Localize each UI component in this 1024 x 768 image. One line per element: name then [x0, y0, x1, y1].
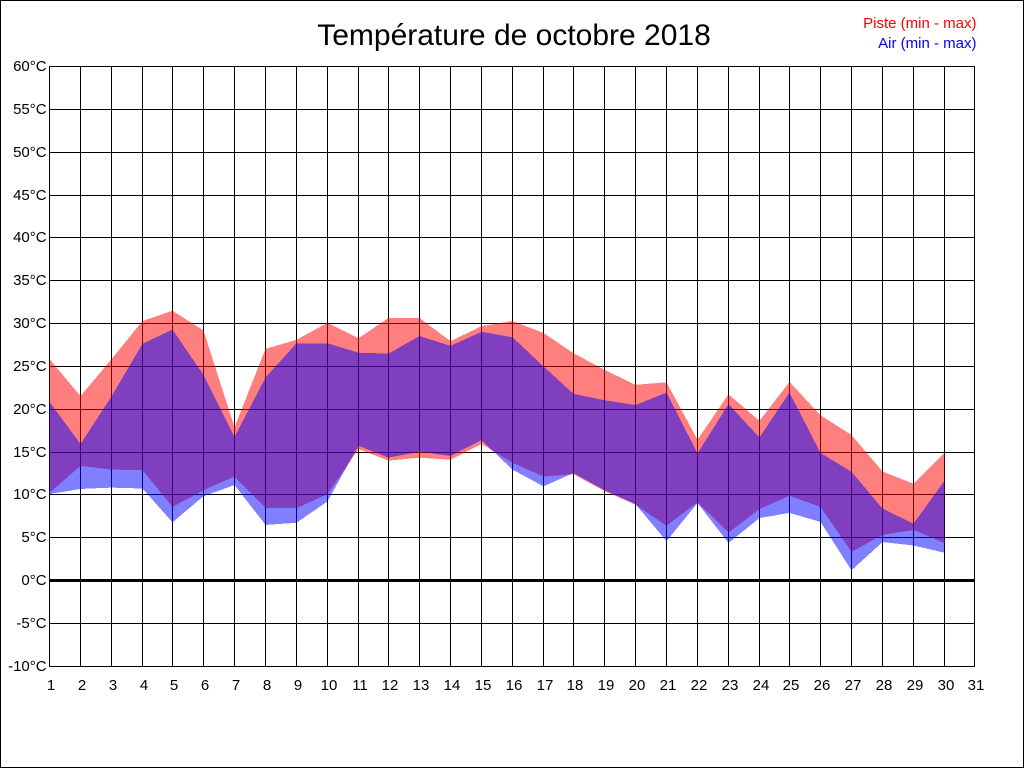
svg-text:13: 13	[413, 677, 430, 694]
svg-text:1: 1	[47, 677, 55, 694]
svg-text:12: 12	[382, 677, 399, 694]
svg-text:25: 25	[783, 677, 800, 694]
svg-text:15: 15	[475, 677, 492, 694]
svg-text:27: 27	[845, 677, 862, 694]
svg-text:7: 7	[232, 677, 240, 694]
svg-text:8: 8	[263, 677, 271, 694]
svg-text:0°C: 0°C	[21, 572, 46, 589]
svg-text:30°C: 30°C	[13, 315, 47, 332]
svg-text:6: 6	[201, 677, 209, 694]
svg-text:31: 31	[968, 677, 985, 694]
svg-text:17: 17	[537, 677, 554, 694]
svg-text:15°C: 15°C	[13, 444, 47, 461]
svg-text:16: 16	[506, 677, 523, 694]
svg-text:Air (min - max): Air (min - max)	[878, 35, 976, 52]
svg-text:29: 29	[907, 677, 924, 694]
svg-text:-5°C: -5°C	[16, 615, 46, 632]
svg-text:5°C: 5°C	[21, 529, 46, 546]
svg-text:60°C: 60°C	[13, 58, 47, 75]
svg-text:20°C: 20°C	[13, 401, 47, 418]
svg-text:2: 2	[78, 677, 86, 694]
svg-text:9: 9	[294, 677, 302, 694]
svg-text:10°C: 10°C	[13, 486, 47, 503]
svg-text:20: 20	[629, 677, 646, 694]
svg-text:11: 11	[352, 677, 368, 694]
svg-text:25°C: 25°C	[13, 358, 47, 375]
svg-text:10: 10	[321, 677, 338, 694]
svg-text:4: 4	[140, 677, 148, 694]
svg-text:50°C: 50°C	[13, 144, 47, 161]
svg-text:28: 28	[876, 677, 893, 694]
svg-text:45°C: 45°C	[13, 187, 47, 204]
svg-text:3: 3	[109, 677, 117, 694]
svg-text:23: 23	[722, 677, 739, 694]
svg-text:-10°C: -10°C	[8, 658, 47, 675]
svg-text:Piste (min - max): Piste (min - max)	[863, 15, 976, 32]
svg-text:19: 19	[598, 677, 615, 694]
svg-text:40°C: 40°C	[13, 229, 47, 246]
svg-text:35°C: 35°C	[13, 272, 47, 289]
svg-text:30: 30	[938, 677, 955, 694]
svg-text:24: 24	[753, 677, 770, 694]
svg-text:26: 26	[814, 677, 831, 694]
svg-text:5: 5	[170, 677, 178, 694]
svg-text:55°C: 55°C	[13, 101, 47, 118]
svg-text:14: 14	[444, 677, 461, 694]
svg-text:21: 21	[660, 677, 677, 694]
svg-text:18: 18	[567, 677, 584, 694]
svg-text:Température de octobre 2018: Température de octobre 2018	[317, 19, 711, 52]
svg-text:22: 22	[691, 677, 708, 694]
